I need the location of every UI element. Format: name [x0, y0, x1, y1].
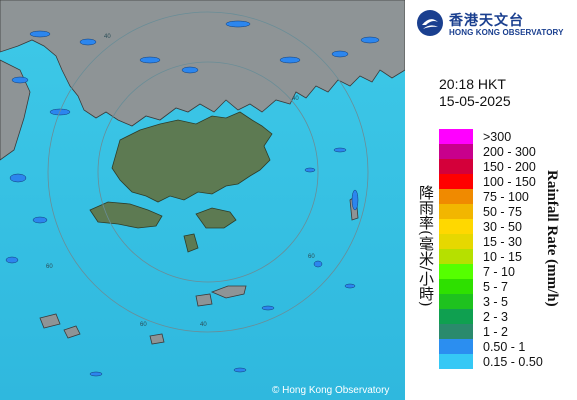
range-ring-labels: 40 40 40 60 60 60	[46, 34, 315, 328]
legend-swatch	[439, 159, 473, 174]
legend-item: 150 - 200	[439, 159, 569, 174]
ring-label: 40	[200, 322, 207, 328]
legend-swatch	[439, 264, 473, 279]
ring-label: 40	[292, 96, 299, 102]
legend-swatch	[439, 174, 473, 189]
legend-item: >300	[439, 129, 569, 144]
lantau-island	[89, 201, 163, 229]
observation-date: 15-05-2025	[439, 93, 511, 109]
legend-swatch	[439, 324, 473, 339]
legend-swatch	[439, 189, 473, 204]
ring-label: 60	[46, 264, 53, 270]
island-3	[39, 313, 61, 329]
legend-item: 10 - 15	[439, 249, 569, 264]
legend-item: 50 - 75	[439, 204, 569, 219]
legend-range-label: 50 - 75	[483, 204, 522, 219]
legend-item: 2 - 3	[439, 309, 569, 324]
legend-swatch	[439, 144, 473, 159]
hk-landmass	[111, 111, 273, 203]
ring-label: 40	[104, 34, 111, 40]
legend-range-label: 0.15 - 0.50	[483, 354, 543, 369]
legend-item: 5 - 7	[439, 279, 569, 294]
island-4	[63, 325, 81, 339]
legend-range-label: 7 - 10	[483, 264, 515, 279]
legend-item: 75 - 100	[439, 189, 569, 204]
legend-range-label: 0.50 - 1	[483, 339, 526, 354]
legend-range-label: 30 - 50	[483, 219, 522, 234]
legend-range-label: 15 - 30	[483, 234, 522, 249]
legend-title-en: Rainfall Rate (mm/h)	[544, 170, 560, 307]
org-name-zh: 香港天文台	[449, 13, 524, 29]
hk-island	[195, 207, 237, 229]
org-name-en: HONG KONG OBSERVATORY	[449, 28, 564, 37]
legend-range-label: >300	[483, 129, 512, 144]
rainfall-legend: >300 200 - 300 150 - 200 100 - 150 75 - 100 5…	[439, 129, 569, 369]
ring-label: 60	[308, 254, 315, 260]
west-shore	[0, 59, 31, 161]
legend-swatch	[439, 129, 473, 144]
legend-swatch	[439, 309, 473, 324]
legend-item: 0.50 - 1	[439, 339, 569, 354]
mainland-landmass	[0, 0, 405, 127]
lamma-island	[183, 233, 199, 253]
legend-item: 1 - 2	[439, 324, 569, 339]
legend-range-label: 3 - 5	[483, 294, 509, 309]
legend-range-label: 200 - 300	[483, 144, 536, 159]
legend-range-label: 75 - 100	[483, 189, 529, 204]
legend-swatch	[439, 279, 473, 294]
legend-item: 7 - 10	[439, 264, 569, 279]
hko-logo-icon	[417, 10, 443, 36]
legend-range-label: 10 - 15	[483, 249, 522, 264]
ring-label: 60	[140, 322, 147, 328]
legend-item: 15 - 30	[439, 234, 569, 249]
legend-item: 30 - 50	[439, 219, 569, 234]
legend-range-label: 5 - 7	[483, 279, 509, 294]
legend-swatch	[439, 339, 473, 354]
island-2	[195, 293, 213, 307]
range-rings	[47, 11, 369, 333]
hko-logo: 香港天文台 HONG KONG OBSERVATORY	[415, 8, 575, 40]
radar-map: 40 40 40 60 60 60	[0, 0, 405, 400]
legend-range-label: 150 - 200	[483, 159, 536, 174]
legend-swatch	[439, 204, 473, 219]
legend-range-label: 2 - 3	[483, 309, 509, 324]
legend-swatch	[439, 294, 473, 309]
legend-title-zh: 降雨率(毫米/小時)	[417, 185, 435, 307]
legend-swatch	[439, 219, 473, 234]
legend-swatch	[439, 234, 473, 249]
legend-range-label: 1 - 2	[483, 324, 509, 339]
legend-item: 200 - 300	[439, 144, 569, 159]
radar-echoes	[5, 20, 380, 377]
legend-range-label: 100 - 150	[483, 174, 536, 189]
legend-panel: 香港天文台 HONG KONG OBSERVATORY 20:18 HKT 15…	[405, 0, 577, 400]
legend-item: 3 - 5	[439, 294, 569, 309]
copyright-text: © Hong Kong Observatory	[272, 385, 390, 396]
legend-swatch	[439, 354, 473, 369]
legend-swatch	[439, 249, 473, 264]
island-5	[149, 333, 165, 345]
island-1	[210, 285, 247, 299]
legend-item: 0.15 - 0.50	[439, 354, 569, 369]
observation-time: 20:18 HKT	[439, 76, 506, 92]
legend-item: 100 - 150	[439, 174, 569, 189]
